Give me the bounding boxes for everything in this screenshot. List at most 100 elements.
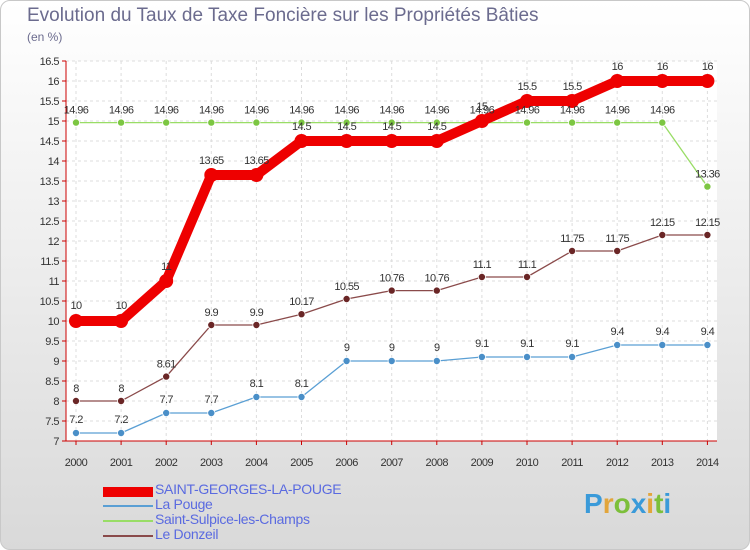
logo-letter: P [584,488,603,519]
data-label: 16 [702,61,714,73]
x-tick-label: 2012 [606,457,629,469]
data-label: 9.4 [610,326,624,338]
data-label: 10.17 [289,296,314,308]
data-label: 14.5 [427,121,446,133]
data-point [297,310,306,319]
data-label: 14.96 [334,105,359,117]
legend-swatch [103,535,153,537]
legend-label: La Pouge [155,496,213,512]
data-point [114,314,129,328]
y-tick-label: 13 [48,196,60,208]
data-label: 14.96 [515,105,540,117]
x-tick-label: 2011 [561,457,583,469]
y-tick-label: 8.5 [45,376,59,388]
x-tick-label: 2014 [696,457,719,469]
data-label: 9 [389,342,395,354]
logo-letter: t [654,488,664,519]
x-tick-label: 2006 [335,457,358,469]
data-label: 14.5 [292,121,311,133]
data-point [523,118,532,127]
data-point [252,118,261,127]
legend-label: SAINT-GEORGES-LA-POUGE [155,481,342,497]
data-label: 8 [73,383,79,395]
data-label: 10 [116,300,128,312]
data-point [249,168,264,182]
legend-label: Le Donzeil [155,526,219,542]
data-point [69,314,83,328]
data-label: 9.9 [250,307,264,319]
data-label: 10.76 [379,273,404,285]
data-point [117,118,126,127]
y-tick-label: 11.5 [40,256,59,268]
y-tick-label: 16 [48,76,60,88]
data-label: 9 [344,342,350,354]
data-point [342,294,351,303]
data-point [387,356,396,365]
data-label: 13.65 [244,155,269,167]
data-label: 9 [434,342,440,354]
unit-label: (en %) [27,30,63,44]
data-point [658,118,667,127]
data-point [252,392,261,401]
data-point [387,118,396,127]
x-tick-label: 2013 [651,457,674,469]
data-label: 14.96 [470,105,495,117]
data-label: 8.1 [295,378,309,390]
data-point [568,118,577,127]
data-point [613,340,622,349]
data-label: 14.96 [289,105,314,117]
data-point [384,134,399,148]
y-tick-label: 8 [53,396,59,408]
data-label: 7.2 [69,414,83,426]
data-label: 14.5 [337,121,356,133]
data-label: 9.1 [565,338,579,350]
data-label: 7.7 [159,394,173,406]
data-point [523,352,532,361]
data-point [339,134,354,148]
y-tick-label: 10.5 [40,296,60,308]
data-label: 14.96 [560,105,585,117]
logo-letter: i [646,488,655,519]
data-label: 14.96 [650,105,675,117]
data-label: 13.36 [695,169,720,181]
data-label: 9.1 [475,338,489,350]
data-point [703,230,712,239]
data-label: 12.15 [695,217,720,229]
axes: 7 7.5 8 8.5 9 9.5 10 10.5 11 11.5 12 12.5 13 13.5 14 14… [40,56,720,469]
data-point [207,408,216,417]
y-tick-label: 16.5 [40,56,60,68]
data-point [703,340,712,349]
data-point [162,372,171,381]
data-point [613,246,622,255]
data-point [477,352,486,361]
y-tick-label: 14 [48,156,60,168]
y-tick-label: 12.5 [40,216,60,228]
data-label: 14.96 [425,105,450,117]
data-point [294,134,309,148]
x-tick-label: 2003 [200,457,223,469]
data-label: 8.61 [157,359,176,371]
data-label: 11.1 [518,259,537,271]
legend-swatch [103,505,153,507]
data-label: 9.9 [205,307,219,319]
data-label: 9.1 [520,338,534,350]
data-point [703,182,712,191]
data-point [520,94,534,108]
data-point [162,408,171,417]
data-point [568,246,577,255]
data-point [297,392,306,401]
y-tick-label: 10 [48,316,60,328]
legend-swatch [103,487,153,497]
data-label: 9.4 [656,326,670,338]
x-tick-label: 2007 [380,457,403,469]
x-tick-label: 2009 [471,457,494,469]
data-point [159,274,174,288]
data-point [613,118,622,127]
x-tick-label: 2000 [65,457,88,469]
x-tick-label: 2004 [245,457,268,469]
data-point [162,118,171,127]
data-label: 15.5 [563,81,582,93]
data-point [207,118,216,127]
